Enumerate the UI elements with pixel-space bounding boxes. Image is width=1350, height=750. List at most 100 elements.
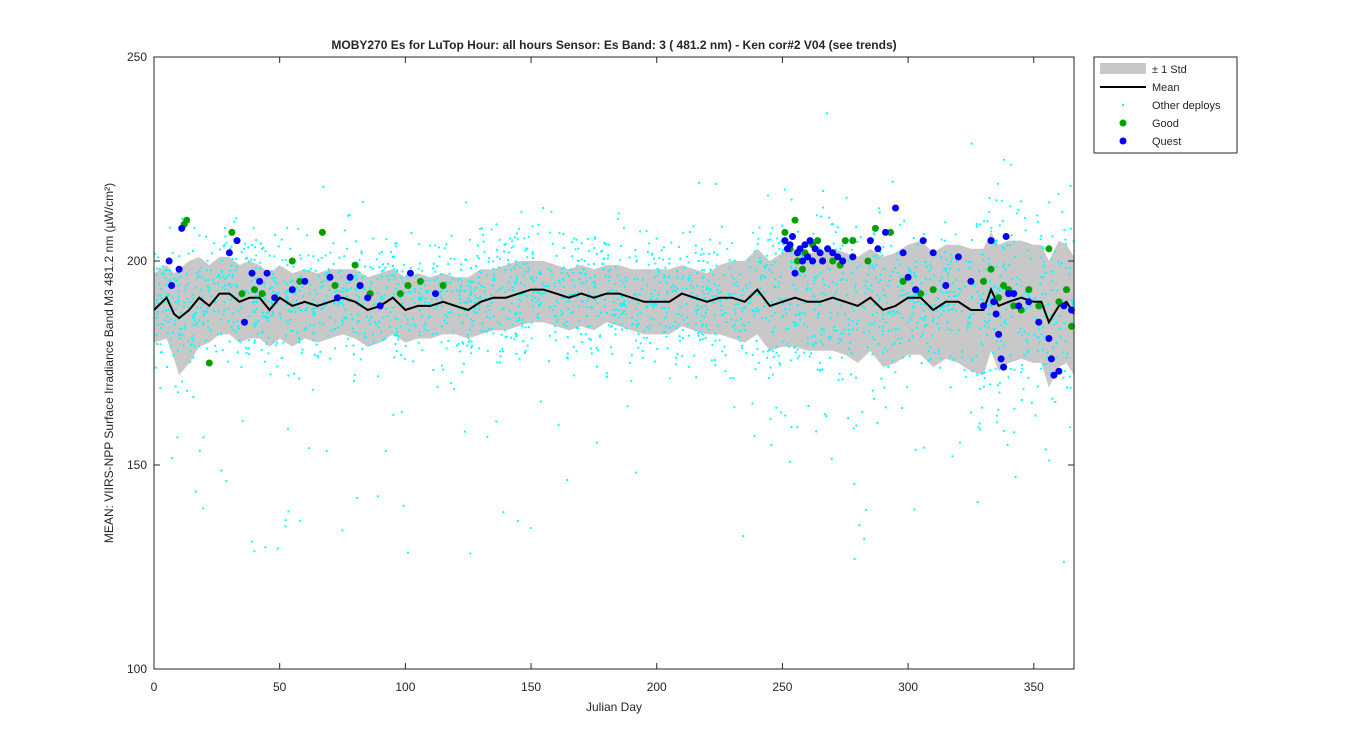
other-deploy-point	[798, 312, 801, 316]
other-deploy-point	[477, 276, 481, 279]
other-deploy-point	[156, 324, 160, 327]
other-deploy-point	[482, 233, 485, 237]
other-deploy-point	[206, 310, 209, 313]
other-deploy-point	[635, 325, 639, 329]
other-deploy-point	[1023, 354, 1026, 357]
other-deploy-point	[397, 335, 400, 338]
other-deploy-point	[884, 294, 887, 297]
other-deploy-point	[537, 317, 540, 320]
other-deploy-point	[1021, 334, 1024, 337]
other-deploy-point	[767, 239, 770, 242]
other-deploy-point	[561, 312, 564, 315]
other-deploy-point	[743, 329, 747, 332]
other-deploy-point	[829, 316, 832, 320]
other-deploy-point	[469, 281, 472, 284]
other-deploy-point	[851, 306, 854, 309]
other-deploy-point	[324, 272, 327, 275]
other-deploy-point	[196, 306, 199, 309]
other-deploy-point	[274, 344, 277, 347]
other-deploy-point	[566, 478, 569, 482]
other-deploy-point	[324, 254, 327, 257]
other-deploy-point	[794, 288, 797, 291]
other-deploy-point	[780, 224, 784, 227]
other-deploy-point	[445, 290, 448, 293]
other-deploy-point	[515, 282, 518, 285]
other-deploy-point	[681, 354, 684, 357]
other-deploy-point	[526, 262, 529, 265]
other-deploy-point	[428, 279, 431, 282]
other-deploy-point	[687, 279, 690, 282]
other-deploy-point	[322, 279, 325, 282]
other-deploy-point	[294, 307, 297, 310]
other-deploy-point	[946, 304, 949, 307]
other-deploy-point	[531, 294, 534, 298]
other-deploy-point	[418, 299, 422, 302]
other-deploy-point	[803, 323, 806, 326]
other-deploy-point	[317, 274, 320, 277]
other-deploy-point	[840, 339, 843, 342]
other-deploy-point	[923, 324, 927, 328]
other-deploy-point	[574, 248, 577, 251]
other-deploy-point	[176, 436, 179, 439]
other-deploy-point	[713, 251, 716, 254]
quest-point	[1045, 335, 1053, 342]
other-deploy-point	[883, 386, 886, 389]
other-deploy-point	[206, 307, 209, 310]
other-deploy-point	[294, 311, 297, 314]
other-deploy-point	[820, 328, 823, 331]
other-deploy-point	[868, 266, 871, 269]
other-deploy-point	[460, 284, 463, 287]
other-deploy-point	[815, 342, 818, 345]
other-deploy-point	[835, 290, 838, 293]
other-deploy-point	[369, 265, 372, 269]
other-deploy-point	[617, 212, 620, 215]
other-deploy-point	[715, 182, 718, 186]
other-deploy-point	[457, 313, 460, 317]
other-deploy-point	[944, 251, 947, 254]
other-deploy-point	[915, 265, 918, 269]
other-deploy-point	[1044, 271, 1047, 275]
other-deploy-point	[732, 377, 735, 380]
quest-point	[178, 224, 186, 232]
other-deploy-point	[966, 326, 970, 329]
other-deploy-point	[624, 313, 627, 316]
other-deploy-point	[1034, 317, 1037, 320]
other-deploy-point	[862, 331, 866, 334]
other-deploy-point	[460, 280, 463, 283]
other-deploy-point	[471, 324, 474, 327]
other-deploy-point	[325, 449, 328, 453]
other-deploy-point	[532, 290, 535, 293]
other-deploy-point	[236, 319, 239, 322]
other-deploy-point	[873, 233, 876, 236]
other-deploy-point	[1002, 344, 1005, 347]
other-deploy-point	[655, 237, 658, 240]
other-deploy-point	[202, 436, 205, 439]
other-deploy-point	[913, 508, 916, 511]
other-deploy-point	[381, 263, 384, 266]
other-deploy-point	[343, 316, 346, 319]
other-deploy-point	[888, 279, 891, 282]
other-deploy-point	[871, 335, 874, 338]
other-deploy-point	[972, 283, 975, 286]
other-deploy-point	[159, 294, 162, 297]
other-deploy-point	[535, 300, 538, 303]
other-deploy-point	[535, 276, 538, 279]
mean-line	[153, 286, 1075, 325]
other-deploy-point	[587, 263, 590, 266]
other-deploy-point	[460, 263, 463, 266]
other-deploy-point	[348, 213, 351, 216]
other-deploy-point	[231, 258, 234, 261]
other-deploy-point	[436, 385, 439, 388]
other-deploy-point	[449, 257, 452, 260]
other-deploy-point	[569, 268, 572, 271]
other-deploy-point	[155, 274, 158, 277]
other-deploy-point	[285, 319, 288, 322]
other-deploy-point	[354, 240, 357, 243]
quest-point	[929, 249, 937, 257]
other-deploy-point	[254, 294, 257, 297]
other-deploy-point	[615, 289, 618, 292]
other-deploy-point	[1010, 315, 1013, 319]
other-deploy-point	[841, 378, 844, 381]
x-tick-label: 300	[898, 680, 918, 694]
other-deploy-point	[886, 301, 889, 305]
